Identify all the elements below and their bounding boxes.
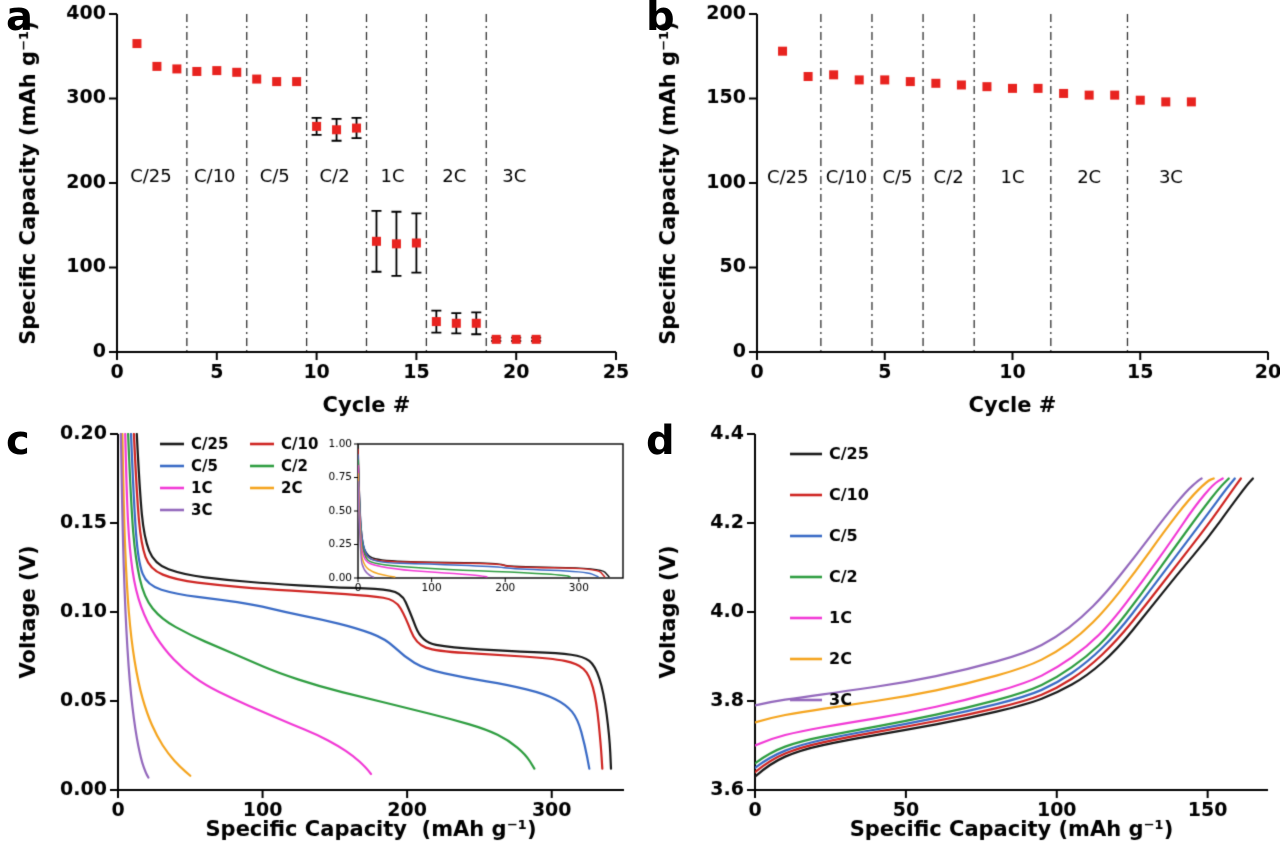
panel-b: b xyxy=(640,0,1280,424)
panel-d-label: d xyxy=(646,418,675,464)
panel-a-chart xyxy=(0,0,640,424)
panel-d-chart xyxy=(640,424,1280,848)
panel-a-label: a xyxy=(6,0,33,40)
panel-c: c xyxy=(0,418,640,848)
panel-b-chart xyxy=(640,0,1280,424)
panel-a: a xyxy=(0,0,640,424)
panel-c-label: c xyxy=(6,418,30,464)
panel-b-label: b xyxy=(646,0,675,40)
panel-d: d xyxy=(640,418,1280,848)
panel-c-chart xyxy=(0,424,640,848)
